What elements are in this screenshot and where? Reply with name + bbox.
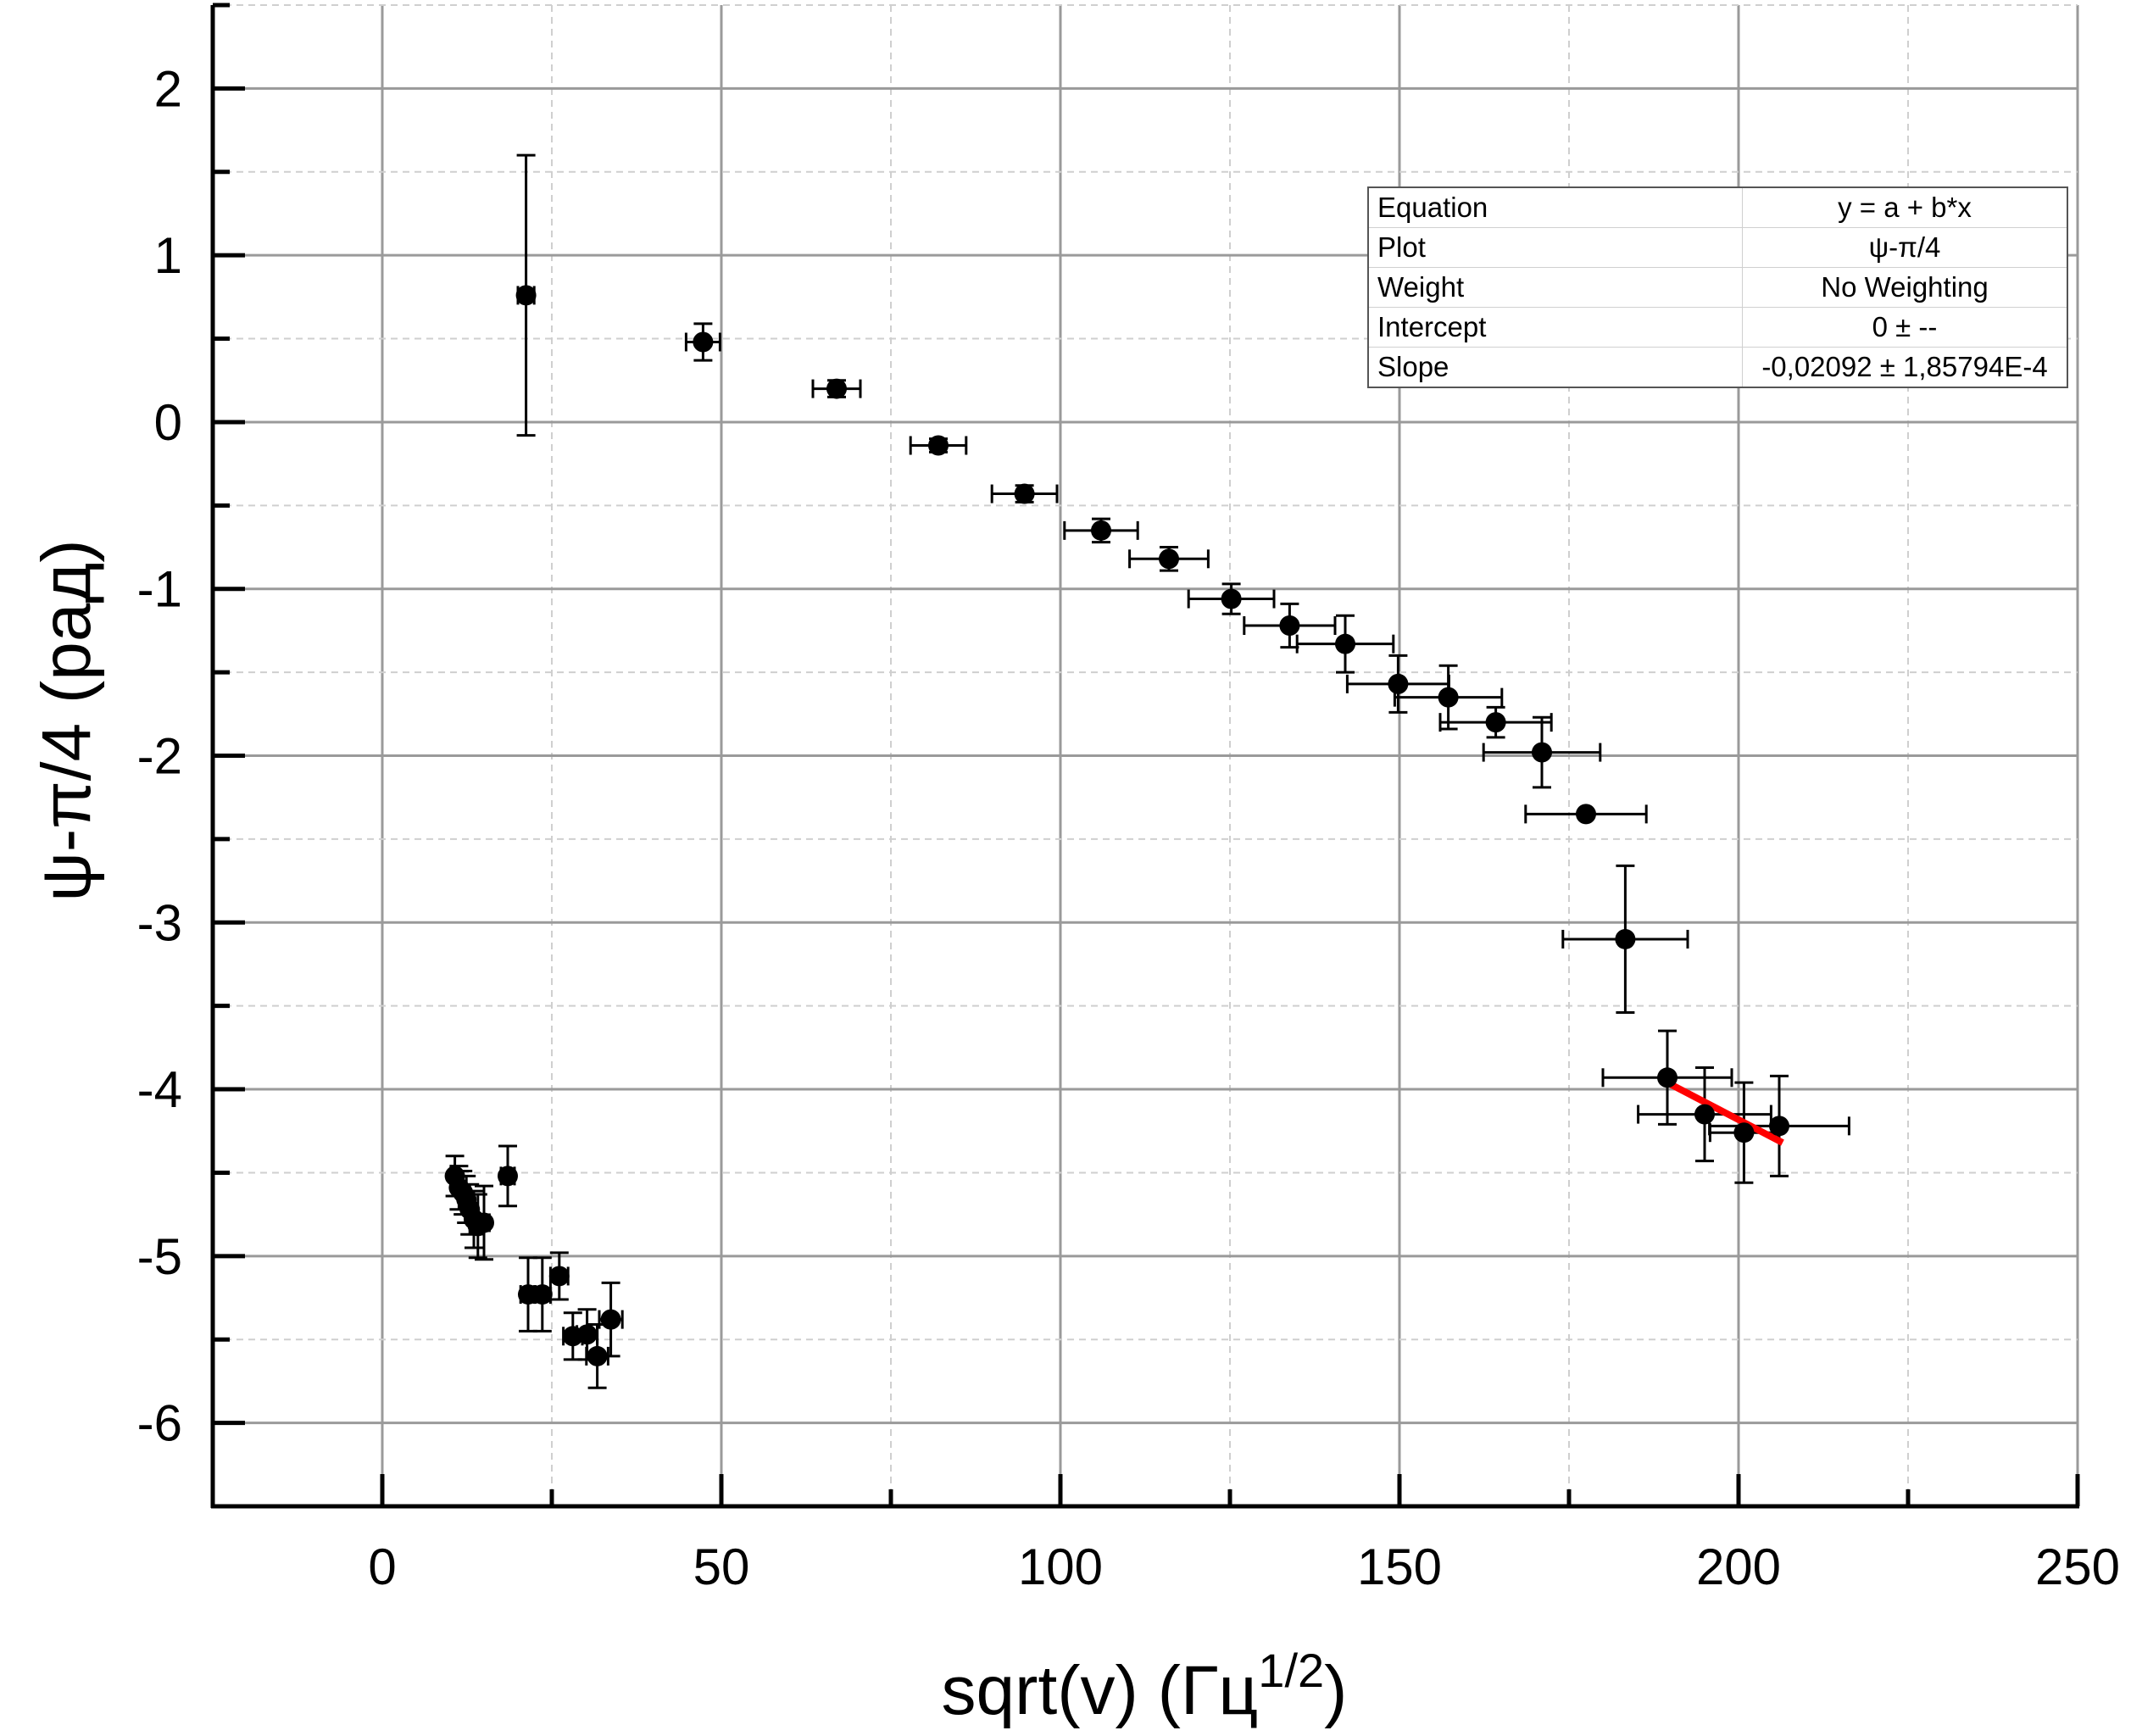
x-axis-title: sqrt(v) (Гц1/2) xyxy=(942,1644,1348,1729)
x-tick-label: 150 xyxy=(1357,1538,1442,1595)
fit-results-row: Intercept 0 ± -- xyxy=(1367,307,2068,348)
data-point xyxy=(826,378,847,399)
fit-results-value: ψ-π/4 xyxy=(1742,227,2068,268)
fit-results-value: No Weighting xyxy=(1742,267,2068,308)
data-point xyxy=(600,1309,621,1330)
data-points xyxy=(444,285,1789,1366)
data-point xyxy=(1769,1116,1789,1137)
data-point xyxy=(498,1166,518,1187)
x-tick-label: 100 xyxy=(1018,1538,1103,1595)
fit-results-key: Weight xyxy=(1367,267,1743,308)
x-axis-title-close: ) xyxy=(1324,1652,1347,1729)
fit-results-body: Equation y = a + b*x Plot ψ-π/4 Weight No Wei… xyxy=(1367,186,2068,388)
data-point xyxy=(1159,548,1179,570)
y-tick-label: -2 xyxy=(137,728,182,785)
y-tick-label: -3 xyxy=(137,894,182,951)
axis-ticks xyxy=(210,3,2080,1509)
data-point xyxy=(1335,633,1355,654)
y-tick-label: 1 xyxy=(154,227,182,284)
data-point xyxy=(1279,615,1300,637)
data-point xyxy=(576,1324,598,1345)
data-point xyxy=(587,1345,608,1366)
x-axis-title-main: sqrt(v) (Гц xyxy=(942,1652,1259,1729)
y-tick-label: -1 xyxy=(137,561,182,618)
data-point xyxy=(693,331,714,353)
data-point xyxy=(531,1284,553,1305)
fit-results-row: Equation y = a + b*x xyxy=(1367,186,2068,228)
y-tick-label: -6 xyxy=(137,1395,182,1452)
y-tick-label: 0 xyxy=(154,394,182,451)
fit-results-value: y = a + b*x xyxy=(1742,186,2068,228)
y-tick-label: 2 xyxy=(154,60,182,117)
y-tick-label: -5 xyxy=(137,1228,182,1285)
data-point xyxy=(1388,673,1409,694)
data-point xyxy=(1438,687,1459,708)
fit-line-layer xyxy=(1666,1079,1784,1146)
tick-labels: 0 50 100 150 200 250 2 1 0 -1 -2 -3 -4 -5 -6 xyxy=(137,60,2120,1595)
fit-results-value: 0 ± -- xyxy=(1742,307,2068,348)
data-point xyxy=(474,1212,494,1233)
fit-results-key: Equation xyxy=(1367,186,1743,228)
data-point xyxy=(548,1266,570,1287)
fit-results-key: Plot xyxy=(1367,227,1743,268)
data-point xyxy=(1091,520,1111,541)
x-tick-label: 50 xyxy=(693,1538,750,1595)
x-tick-label: 0 xyxy=(368,1538,396,1595)
data-point xyxy=(515,285,537,306)
y-tick-label: -4 xyxy=(137,1061,182,1118)
data-point xyxy=(928,435,949,456)
y-axis-title: ψ-π/4 (рад) xyxy=(28,539,105,901)
fit-results-row: Plot ψ-π/4 xyxy=(1367,227,2068,268)
fit-results-value: -0,02092 ± 1,85794E-4 xyxy=(1742,347,2068,388)
data-point xyxy=(1014,483,1035,504)
fit-results-row: Weight No Weighting xyxy=(1367,267,2068,308)
fit-results-row: Slope -0,02092 ± 1,85794E-4 xyxy=(1367,347,2068,388)
data-point xyxy=(1576,804,1596,825)
fit-results-key: Slope xyxy=(1367,347,1743,388)
x-axis-title-superscript: 1/2 xyxy=(1258,1644,1324,1697)
data-point xyxy=(1532,742,1552,763)
data-point xyxy=(1615,928,1636,949)
data-point xyxy=(1694,1104,1715,1125)
fit-results-key: Intercept xyxy=(1367,307,1743,348)
x-tick-label: 200 xyxy=(1696,1538,1781,1595)
fit-results-table: Equation y = a + b*x Plot ψ-π/4 Weight No Wei… xyxy=(1367,186,2068,388)
data-point xyxy=(1733,1122,1755,1143)
x-tick-label: 250 xyxy=(2035,1538,2120,1595)
fit-line xyxy=(1666,1079,1784,1146)
data-point xyxy=(1485,712,1506,733)
data-point xyxy=(1657,1067,1678,1088)
data-point xyxy=(1221,588,1242,609)
data-point xyxy=(518,1284,538,1305)
